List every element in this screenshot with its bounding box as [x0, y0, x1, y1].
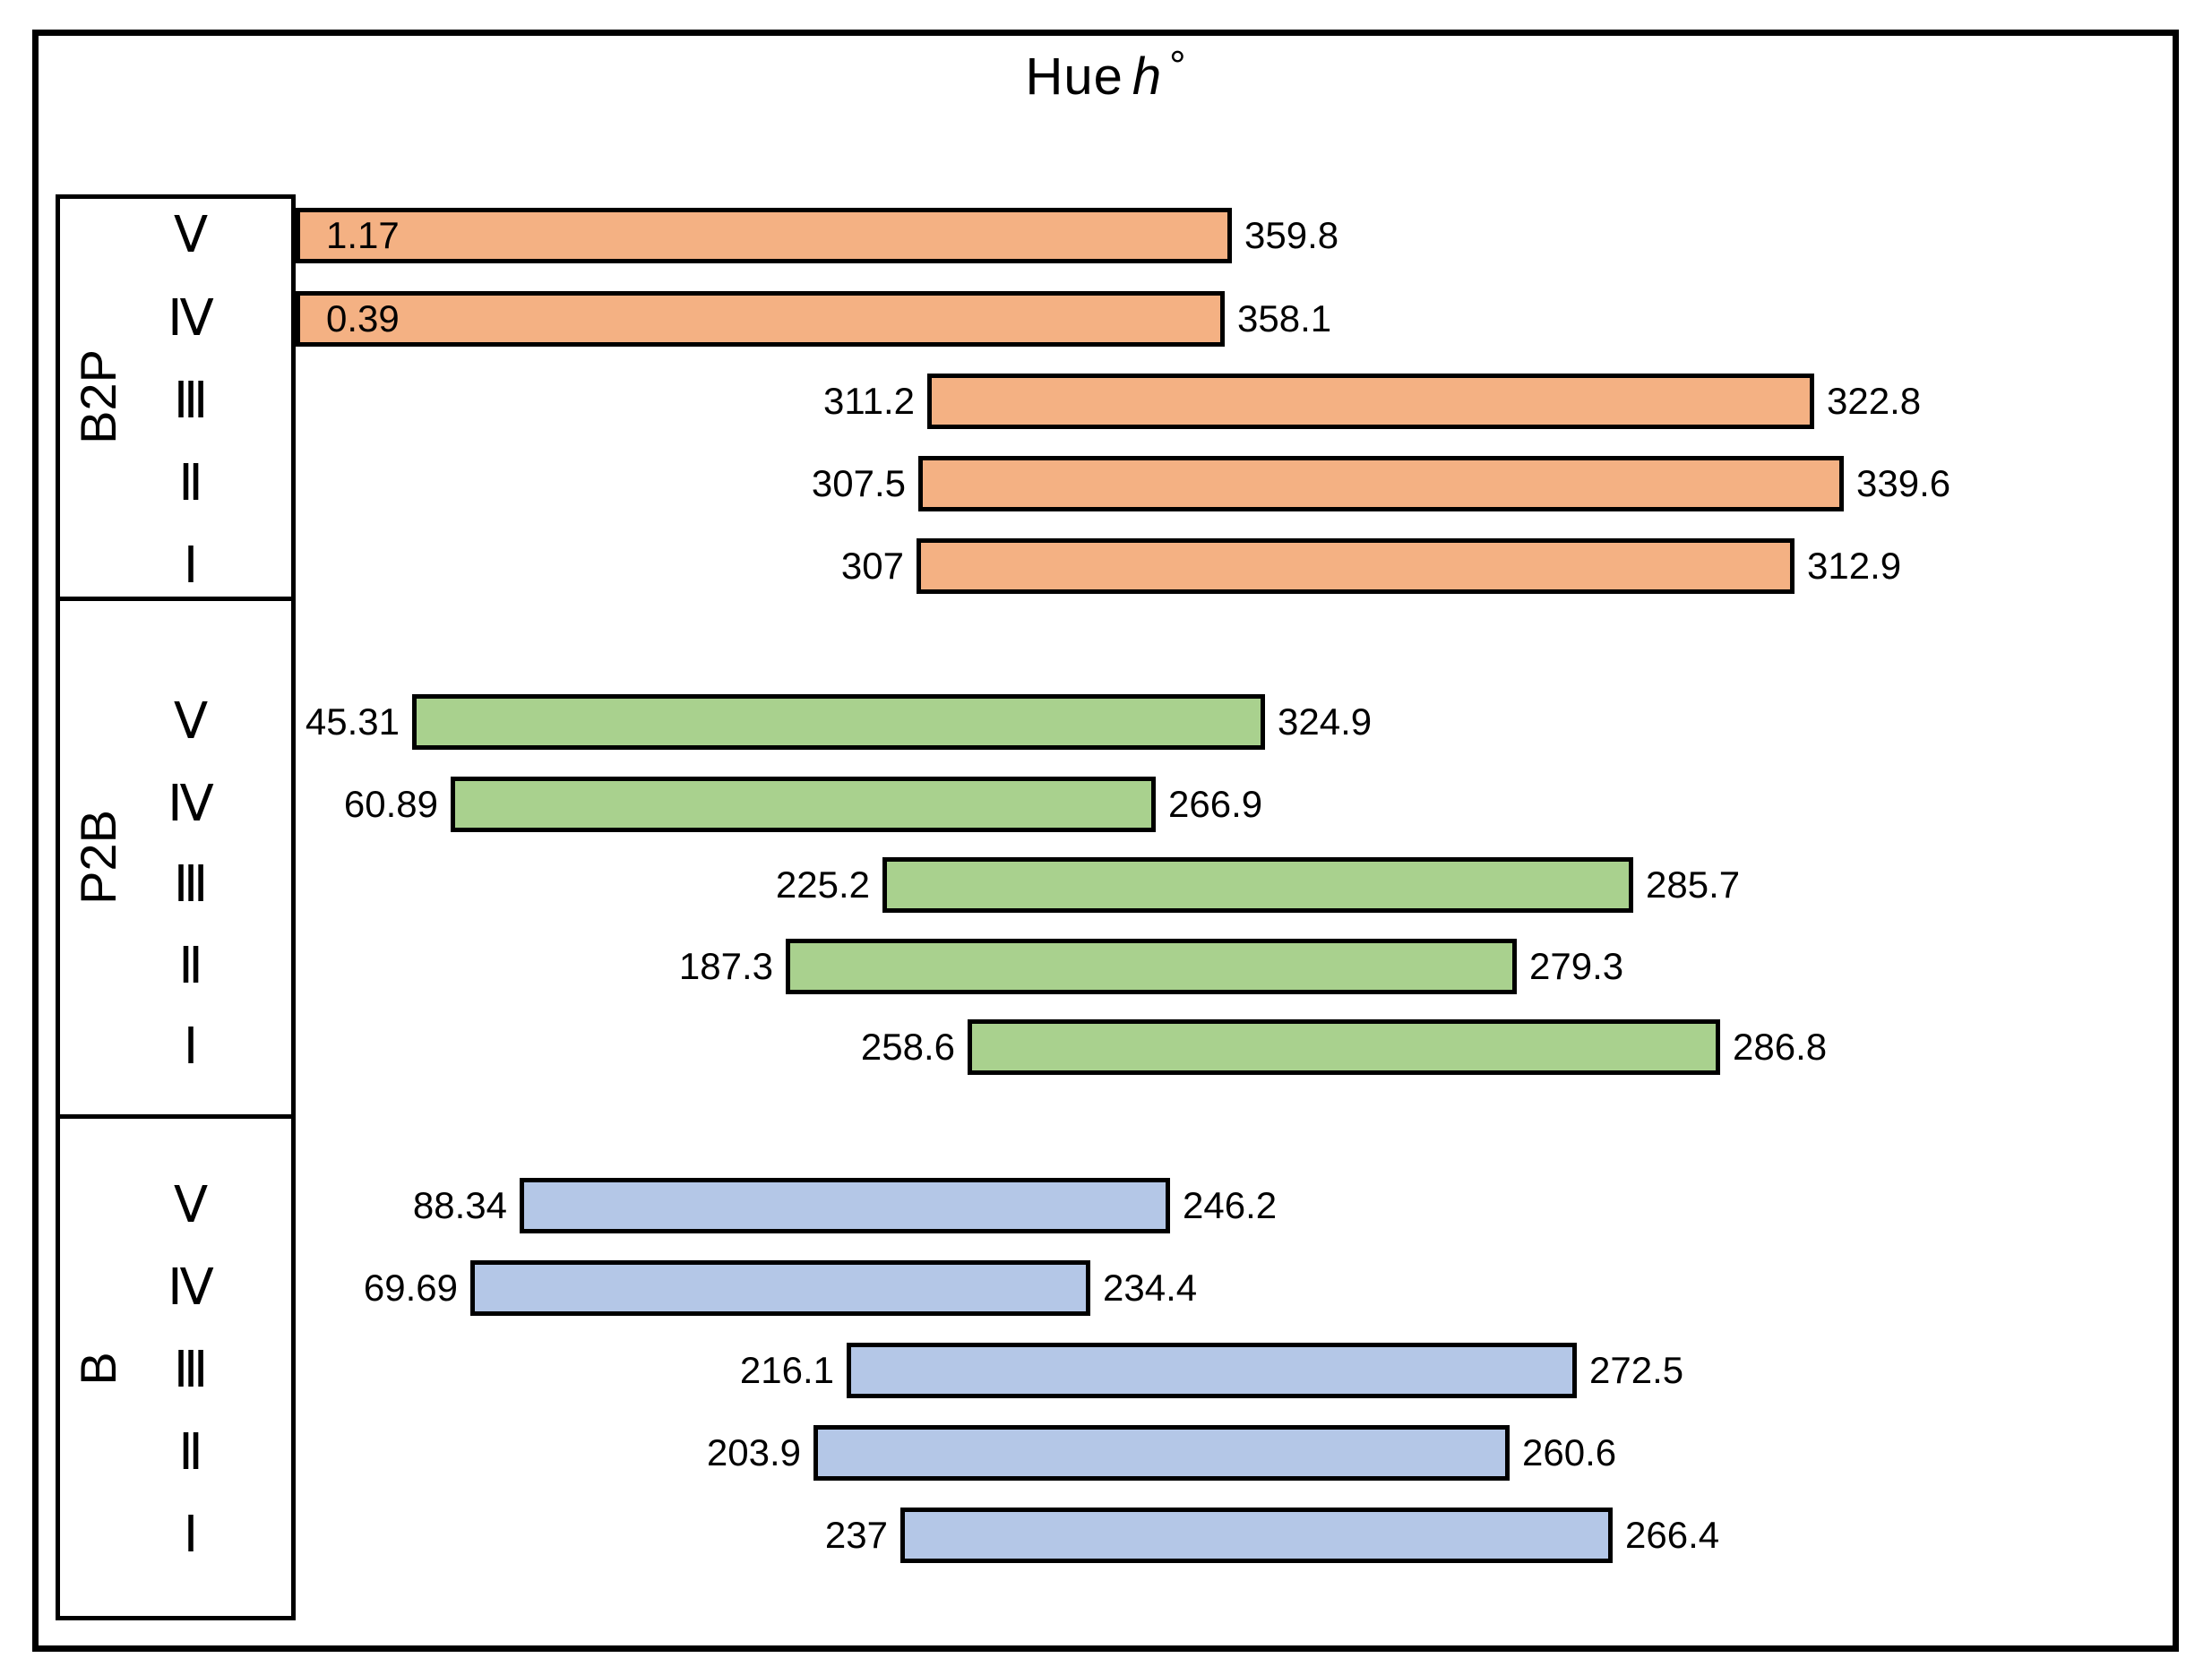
range-bar [520, 1178, 1170, 1233]
bar-start-value: 45.31 [305, 700, 400, 743]
bar-start-value: 311.2 [823, 380, 915, 422]
bar-end-value: 234.4 [1103, 1267, 1198, 1309]
range-bar [847, 1343, 1577, 1398]
bar-start-value: 216.1 [739, 1349, 834, 1391]
bar-start-value: 225.2 [775, 863, 870, 906]
range-bar [786, 939, 1517, 994]
range-bar [900, 1508, 1613, 1563]
row-numeral: Ⅴ [173, 692, 209, 751]
bar-start-value: 88.34 [412, 1184, 507, 1226]
row-numeral: Ⅴ [173, 206, 209, 264]
range-bar [813, 1425, 1510, 1481]
bar-end-value: 286.8 [1733, 1026, 1828, 1068]
bar-end-value: 279.3 [1529, 945, 1624, 987]
range-bar [412, 694, 1265, 750]
bar-start-value: 203.9 [706, 1431, 801, 1473]
bar-start-value: 0.39 [326, 297, 400, 339]
bar-end-value: 339.6 [1856, 462, 1951, 504]
bar-end-value: 358.1 [1237, 297, 1332, 339]
range-bar [296, 291, 1225, 347]
row-numeral: Ⅲ [173, 372, 209, 430]
bar-start-value: 258.6 [860, 1026, 955, 1068]
bar-end-value: 324.9 [1278, 700, 1373, 743]
row-numeral: Ⅳ [168, 775, 214, 833]
row-numeral: Ⅰ [183, 537, 199, 595]
bar-start-value: 187.3 [678, 945, 773, 987]
bar-start-value: 307.5 [811, 462, 906, 504]
bar-end-value: 266.4 [1625, 1514, 1720, 1556]
bar-end-value: 266.9 [1168, 783, 1263, 825]
range-bar [917, 538, 1795, 594]
row-numeral: Ⅲ [173, 1341, 209, 1399]
bar-end-value: 285.7 [1646, 863, 1741, 906]
row-numeral: Ⅱ [178, 454, 203, 512]
bar-end-value: 246.2 [1183, 1184, 1278, 1226]
group-divider [56, 1114, 296, 1119]
bar-end-value: 359.8 [1244, 214, 1339, 256]
range-bar [882, 857, 1633, 913]
bar-start-value: 307 [840, 545, 904, 587]
title-degree-icon: ° [1169, 42, 1187, 89]
bar-end-value: 272.5 [1589, 1349, 1684, 1391]
bar-start-value: 1.17 [326, 214, 400, 256]
range-bar [927, 374, 1814, 429]
bar-end-value: 312.9 [1807, 545, 1902, 587]
group-divider [56, 597, 296, 601]
bar-end-value: 322.8 [1827, 380, 1922, 422]
row-numeral: Ⅱ [178, 937, 203, 995]
row-numeral: Ⅱ [178, 1423, 203, 1482]
chart-title: Hue h ° [0, 41, 2212, 107]
row-numeral: Ⅰ [183, 1018, 199, 1076]
bar-end-value: 260.6 [1522, 1431, 1617, 1473]
row-numeral: Ⅳ [168, 289, 214, 348]
range-bar [968, 1019, 1720, 1075]
bar-start-value: 60.89 [343, 783, 438, 825]
category-axis-box [56, 194, 296, 1620]
range-bar [451, 777, 1156, 832]
range-bar [470, 1260, 1090, 1316]
row-numeral: Ⅲ [173, 855, 209, 914]
bar-start-value: 237 [824, 1514, 888, 1556]
chart-frame [32, 30, 2179, 1652]
row-numeral: Ⅴ [173, 1176, 209, 1234]
range-bar [918, 456, 1844, 511]
bar-start-value: 69.69 [363, 1267, 458, 1309]
row-numeral: Ⅰ [183, 1506, 199, 1564]
title-hue-symbol: h [1132, 47, 1163, 106]
range-bar [296, 208, 1232, 263]
row-numeral: Ⅳ [168, 1259, 214, 1317]
title-text: Hue [1025, 47, 1123, 106]
